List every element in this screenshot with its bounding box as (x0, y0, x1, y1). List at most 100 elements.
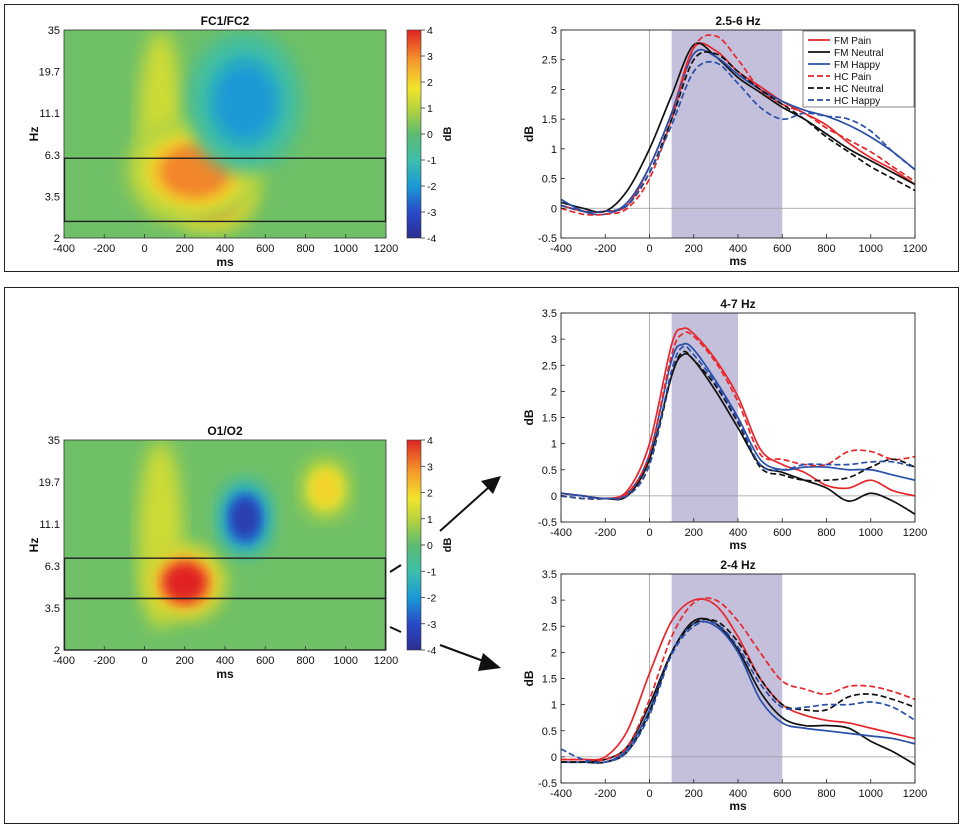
colorbar-label: dB (442, 538, 454, 553)
y-tick-label: 2.5 (542, 55, 557, 67)
legend-label: FM Happy (834, 60, 880, 71)
colorbar-tick-label: 2 (427, 77, 433, 89)
legend-label: HC Pain (834, 72, 871, 83)
series-line-hc-pain (560, 331, 916, 500)
x-tick-label: 1200 (903, 527, 927, 539)
legend-label: FM Neutral (834, 48, 883, 59)
legend-box (802, 30, 915, 108)
y-tick-label: -0.5 (538, 778, 557, 790)
x-tick-label: 800 (817, 527, 835, 539)
x-tick-label: 0 (141, 243, 147, 255)
colorbar-tick-label: -3 (427, 207, 436, 219)
x-tick-label: 1000 (859, 243, 883, 255)
x-tick-label: 400 (729, 788, 747, 800)
y-tick-label: 0 (551, 203, 557, 215)
x-tick-label: -400 (550, 243, 572, 255)
colorbar-label: dB (442, 127, 454, 142)
x-axis-label: ms (729, 799, 747, 813)
legend-label: FM Pain (834, 36, 871, 47)
x-tick-label: 400 (216, 243, 234, 255)
arrow-head-lower (478, 653, 501, 671)
x-tick-label: 0 (646, 527, 652, 539)
y-tick-label: 3.5 (542, 308, 557, 320)
y-tick-label: 0.5 (542, 465, 557, 477)
colorbar-tick-label: 3 (427, 461, 433, 473)
x-tick-label: -400 (550, 527, 572, 539)
y-tick-label: -0.5 (538, 517, 557, 529)
x-tick-label: 1200 (374, 243, 398, 255)
colorbar-tick-label: -1 (427, 566, 436, 578)
colorbar-tick-label: 4 (427, 25, 433, 37)
x-tick-label: 1200 (903, 243, 927, 255)
y-tick-label: 3 (551, 595, 557, 607)
x-tick-label: 1000 (334, 655, 358, 667)
tf-blob-2 (217, 67, 273, 137)
tf-map (64, 440, 386, 650)
x-tick-label: 600 (256, 243, 274, 255)
y-tick-label: 1 (551, 144, 557, 156)
tf-blob-0 (164, 564, 205, 601)
arrow-tick-lower (389, 626, 402, 633)
arrow-line-lower (439, 644, 487, 663)
x-tick-label: 0 (141, 655, 147, 667)
shaded-window (671, 574, 783, 783)
colorbar-tick-label: -1 (427, 155, 436, 167)
y-tick-label: 1 (551, 439, 557, 451)
y-tick-label: 1.5 (542, 413, 557, 425)
colorbar-tick-label: -4 (427, 233, 436, 245)
colorbar-tick-label: 1 (427, 514, 433, 526)
tf-map (64, 30, 386, 238)
x-tick-label: 600 (773, 527, 791, 539)
y-tick-label: -0.5 (538, 233, 557, 245)
y-axis-label: dB (522, 409, 536, 425)
line-plot-line3: -0.5 0 0.5 1 1.5 2 2.5 3 3.5 -400 -200 0 200 400 600 80… (522, 558, 927, 813)
x-tick-label: 0 (646, 243, 652, 255)
colorbar-tick-label: 1 (427, 103, 433, 115)
y-tick-label: 2.5 (542, 621, 557, 633)
x-tick-label: 600 (256, 655, 274, 667)
x-tick-label: 0 (646, 788, 652, 800)
y-tick-label: 35 (48, 25, 60, 37)
y-axis-label: dB (522, 126, 536, 142)
legend-label: HC Happy (834, 96, 880, 107)
y-tick-label: 6.3 (45, 150, 60, 162)
y-tick-label: 2 (551, 386, 557, 398)
x-tick-label: -200 (93, 655, 115, 667)
colorbar-tick-label: -2 (427, 593, 436, 605)
x-axis-label: ms (216, 667, 234, 681)
y-tick-label: 1 (551, 700, 557, 712)
y-tick-label: 6.3 (45, 561, 60, 573)
x-tick-label: 800 (817, 788, 835, 800)
x-tick-label: -200 (594, 243, 616, 255)
series-line-hc-pain (560, 34, 916, 216)
y-tick-label: 11.1 (39, 519, 60, 531)
y-tick-label: 2 (54, 233, 60, 245)
series-line-fm-pain (560, 598, 916, 761)
y-tick-label: 0.5 (542, 174, 557, 186)
y-axis-label: dB (522, 670, 536, 686)
series-line-fm-neutral (560, 617, 916, 766)
x-tick-label: 200 (176, 243, 194, 255)
colorbar-tick-label: 0 (427, 129, 433, 141)
x-axis-label: ms (729, 538, 747, 552)
colorbar (406, 439, 422, 651)
x-tick-label: 800 (817, 243, 835, 255)
y-axis-label: Hz (27, 538, 41, 553)
colorbar-tick-label: 2 (427, 488, 433, 500)
y-tick-label: 19.7 (39, 67, 60, 79)
line-title: 2-4 Hz (720, 558, 755, 572)
x-tick-label: -200 (594, 527, 616, 539)
series-line-hc-pain (561, 597, 916, 762)
tf-title: FC1/FC2 (201, 14, 250, 28)
x-tick-label: 1000 (334, 243, 358, 255)
x-tick-label: 200 (685, 527, 703, 539)
x-tick-label: 1200 (374, 655, 398, 667)
colorbar-tick-label: 4 (427, 435, 433, 447)
colorbar-tick-label: -3 (427, 619, 436, 631)
arrow-tick-upper (389, 564, 402, 573)
series-line-hc-happy (560, 345, 916, 500)
series-line-fm-pain (560, 327, 916, 500)
y-axis-label: Hz (27, 127, 41, 142)
